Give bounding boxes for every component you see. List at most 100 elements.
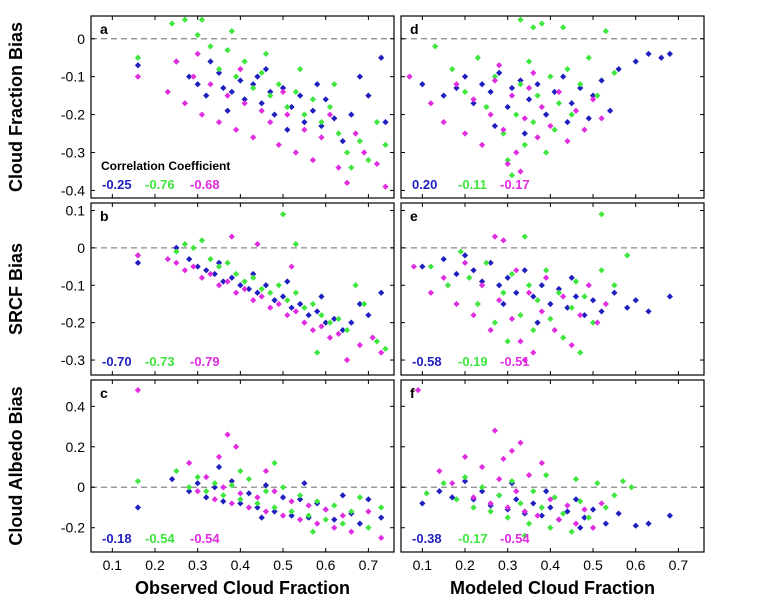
correlation-value-blue-a: -0.25: [102, 177, 132, 192]
data-point-green-a: [292, 88, 299, 95]
data-point-blue-a: [365, 92, 372, 99]
data-point-magenta-d: [508, 92, 516, 99]
data-point-green-d: [517, 16, 524, 23]
data-point-blue-e: [598, 308, 605, 315]
data-point-green-f: [542, 471, 550, 479]
data-point-blue-a: [258, 100, 265, 107]
data-point-magenta-c: [237, 490, 244, 497]
data-point-blue-c: [331, 516, 338, 523]
data-point-magenta-a: [232, 126, 240, 133]
y-tick-label: -0.1: [61, 277, 85, 293]
data-point-magenta-b: [224, 278, 231, 285]
data-point-green-c: [134, 478, 142, 485]
data-point-magenta-b: [326, 334, 334, 341]
data-point-blue-f: [461, 478, 469, 485]
data-point-green-f: [530, 488, 537, 495]
data-point-blue-b: [186, 255, 193, 263]
data-point-magenta-c: [134, 387, 142, 394]
data-point-green-c: [245, 476, 253, 483]
data-point-green-c: [339, 520, 346, 527]
data-point-blue-a: [322, 96, 329, 103]
data-point-magenta-d: [504, 160, 511, 167]
data-point-green-d: [564, 65, 571, 73]
data-point-magenta-d: [440, 119, 447, 126]
data-point-magenta-c: [262, 467, 270, 475]
data-point-magenta-a: [181, 100, 188, 107]
data-point-green-f: [538, 504, 545, 511]
data-point-magenta-d: [564, 138, 571, 145]
data-point-blue-a: [186, 73, 193, 80]
data-point-magenta-f: [508, 447, 516, 454]
x-axis-title-observed: Observed Cloud Fraction: [135, 578, 350, 598]
data-point-magenta-b: [181, 267, 188, 274]
data-point-green-a: [215, 65, 223, 73]
data-point-blue-d: [542, 111, 550, 118]
data-point-blue-d: [504, 103, 511, 111]
data-point-blue-b: [378, 289, 385, 296]
data-point-green-b: [232, 270, 240, 278]
data-point-magenta-d: [453, 81, 460, 88]
correlation-value-magenta-d: -0.17: [500, 177, 530, 192]
data-point-magenta-e: [470, 312, 477, 319]
data-point-green-a: [284, 103, 291, 111]
data-point-blue-a: [224, 107, 231, 114]
data-point-blue-e: [496, 282, 503, 289]
data-point-blue-c: [258, 514, 265, 521]
data-point-green-b: [382, 345, 389, 352]
y-tick-label: -0.2: [61, 315, 85, 331]
data-point-blue-a: [331, 115, 338, 122]
data-point-green-a: [297, 65, 304, 73]
y-tick-label: 0: [77, 240, 85, 256]
data-point-magenta-f: [491, 427, 498, 434]
data-point-green-a: [335, 130, 342, 137]
data-point-blue-d: [491, 122, 498, 130]
data-point-magenta-b: [207, 270, 214, 278]
data-point-green-a: [301, 111, 308, 118]
data-point-magenta-d: [555, 88, 563, 95]
data-point-magenta-b: [258, 293, 265, 300]
correlation-value-blue-d: 0.20: [412, 177, 437, 192]
y-tick-label: 0: [77, 479, 85, 495]
data-point-blue-d: [534, 81, 541, 88]
y-tick-label: -0.1: [61, 69, 85, 85]
data-point-magenta-e: [542, 274, 550, 281]
data-point-magenta-c: [211, 496, 218, 503]
data-point-blue-c: [279, 494, 287, 501]
data-point-green-f: [594, 480, 601, 487]
data-point-magenta-b: [288, 263, 295, 270]
data-point-green-d: [483, 103, 490, 111]
data-point-blue-a: [314, 81, 321, 88]
data-point-magenta-a: [190, 73, 197, 80]
data-point-blue-b: [237, 282, 244, 289]
data-point-blue-c: [134, 504, 142, 511]
data-point-green-b: [250, 274, 257, 281]
data-point-blue-d: [478, 81, 486, 88]
data-point-magenta-f: [487, 500, 494, 507]
data-point-magenta-d: [525, 84, 533, 92]
data-point-green-a: [326, 103, 334, 111]
data-point-magenta-b: [335, 330, 342, 337]
data-point-magenta-a: [241, 100, 248, 107]
data-point-green-e: [568, 304, 575, 311]
data-point-green-e: [530, 327, 537, 334]
data-point-blue-e: [513, 289, 520, 296]
data-point-green-b: [275, 282, 282, 289]
data-point-blue-d: [598, 77, 605, 84]
data-point-green-e: [508, 270, 516, 278]
data-point-magenta-c: [245, 504, 253, 511]
data-point-blue-e: [534, 319, 541, 326]
data-point-blue-b: [305, 312, 312, 319]
data-point-blue-d: [560, 73, 567, 80]
data-point-magenta-b: [356, 341, 363, 349]
data-point-magenta-a: [267, 119, 274, 126]
data-point-magenta-c: [194, 488, 201, 495]
x-tick-label: 0.5: [273, 557, 293, 573]
data-point-green-b: [207, 255, 214, 263]
data-point-blue-d: [564, 119, 571, 126]
data-point-blue-e: [624, 304, 631, 311]
data-point-green-c: [186, 484, 193, 491]
data-point-magenta-a: [318, 134, 325, 141]
data-point-green-a: [343, 149, 351, 156]
data-point-blue-d: [525, 96, 533, 103]
data-point-blue-f: [542, 488, 550, 495]
